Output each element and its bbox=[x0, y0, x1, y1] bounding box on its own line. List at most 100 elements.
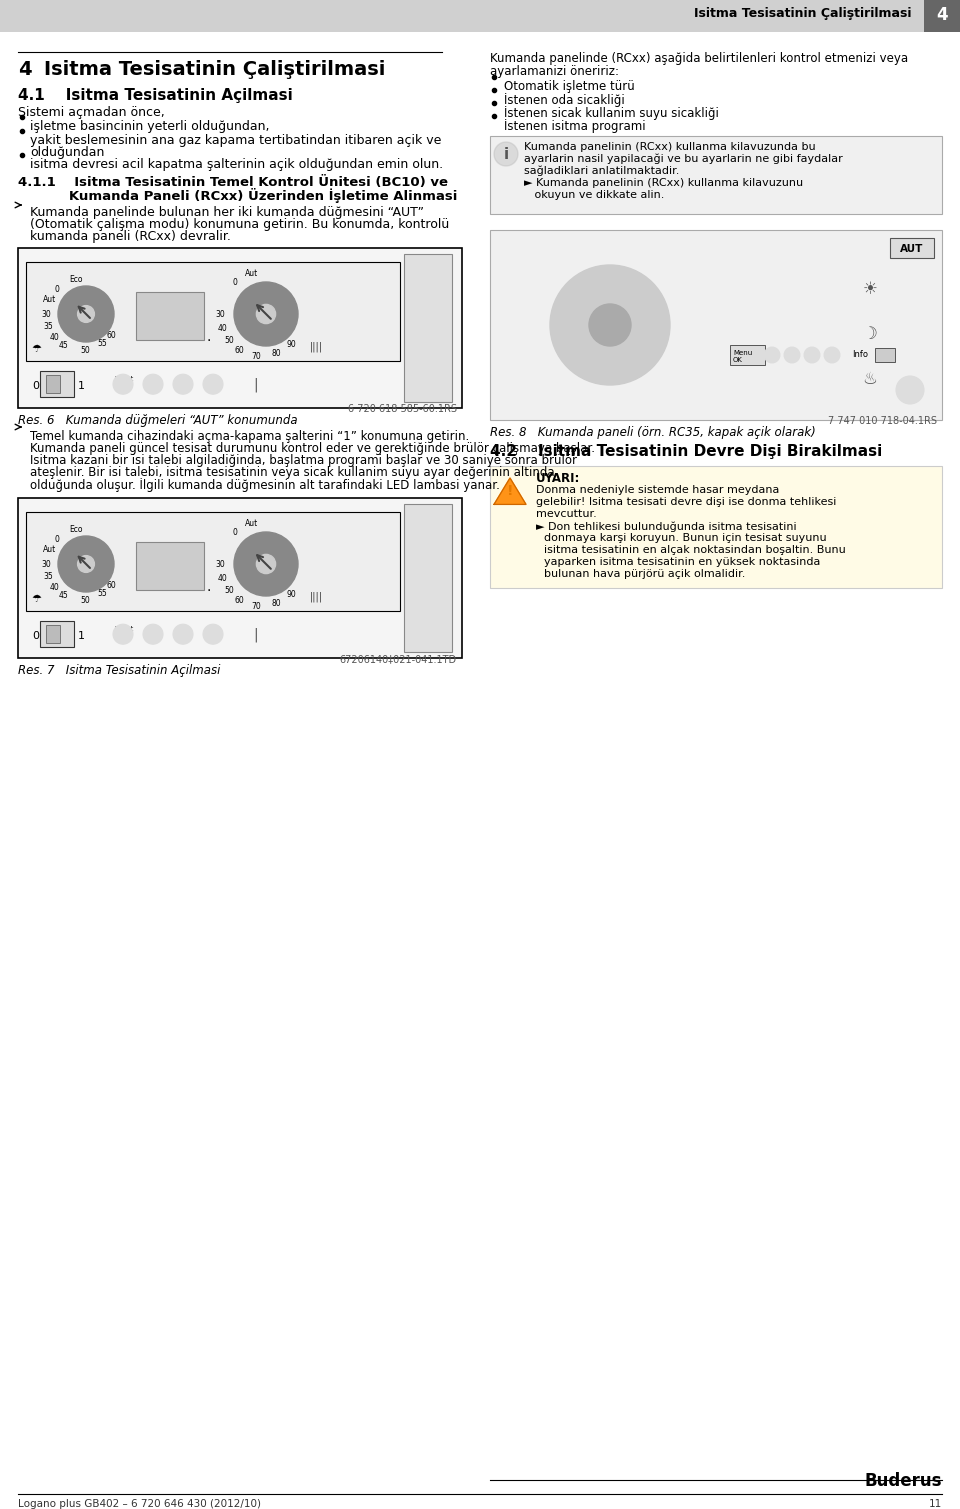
Text: 45: 45 bbox=[60, 341, 69, 350]
Text: ♨: ♨ bbox=[863, 370, 877, 388]
Text: bulunan hava pürjörü açik olmalidir.: bulunan hava pürjörü açik olmalidir. bbox=[544, 569, 745, 579]
Text: .: . bbox=[206, 330, 210, 344]
Text: 35: 35 bbox=[43, 572, 53, 581]
Circle shape bbox=[764, 347, 780, 364]
Circle shape bbox=[234, 282, 298, 346]
Text: UYARI:: UYARI: bbox=[536, 472, 581, 484]
Text: Res. 8   Kumanda paneli (örn. RC35, kapak açik olarak): Res. 8 Kumanda paneli (örn. RC35, kapak … bbox=[490, 426, 816, 439]
Bar bbox=[136, 542, 204, 590]
Text: 0: 0 bbox=[232, 278, 237, 287]
Text: Donma nedeniyle sistemde hasar meydana: Donma nedeniyle sistemde hasar meydana bbox=[536, 484, 780, 495]
Text: (Otomatik çalişma modu) konumuna getirin. Bu konumda, kontrolü: (Otomatik çalişma modu) konumuna getirin… bbox=[30, 217, 449, 231]
Circle shape bbox=[203, 625, 223, 644]
Text: sağladiklari anlatilmaktadir.: sağladiklari anlatilmaktadir. bbox=[524, 166, 680, 177]
Bar bbox=[46, 625, 60, 643]
Text: 55: 55 bbox=[98, 340, 108, 349]
Text: 0: 0 bbox=[54, 534, 59, 543]
Bar bbox=[490, 466, 942, 589]
Circle shape bbox=[494, 142, 518, 166]
Bar bbox=[404, 504, 452, 652]
Polygon shape bbox=[494, 478, 526, 504]
Text: Isitma Tesisatinin Çaliştirilmasi: Isitma Tesisatinin Çaliştirilmasi bbox=[44, 60, 385, 78]
Text: 30: 30 bbox=[215, 309, 225, 318]
Text: yakit beslemesinin ana gaz kapama tertibatindan itibaren açik ve: yakit beslemesinin ana gaz kapama tertib… bbox=[30, 134, 442, 146]
Text: İstenen sicak kullanim suyu sicakliği: İstenen sicak kullanim suyu sicakliği bbox=[504, 106, 719, 121]
Text: Sistemi açmadan önce,: Sistemi açmadan önce, bbox=[18, 106, 165, 119]
Text: 70: 70 bbox=[252, 352, 261, 361]
Text: 80: 80 bbox=[272, 599, 281, 608]
Text: ☽: ☽ bbox=[863, 324, 877, 343]
Text: 35: 35 bbox=[43, 323, 53, 332]
Bar bbox=[875, 349, 895, 362]
Text: 8: 8 bbox=[163, 297, 179, 318]
Text: 1: 1 bbox=[78, 382, 85, 391]
Text: 4.1.1    Isitma Tesisatinin Temel Kontrol Ünitesi (BC10) ve: 4.1.1 Isitma Tesisatinin Temel Kontrol Ü… bbox=[18, 177, 448, 189]
Text: Aut: Aut bbox=[245, 519, 257, 528]
Text: 4: 4 bbox=[18, 60, 32, 78]
Text: ateşlenir. Bir isi talebi, isitma tesisatinin veya sicak kullanim suyu ayar değe: ateşlenir. Bir isi talebi, isitma tesisa… bbox=[30, 466, 555, 478]
Circle shape bbox=[58, 536, 114, 592]
Bar bbox=[40, 371, 74, 397]
Text: AUT: AUT bbox=[900, 244, 924, 254]
Text: 0: 0 bbox=[232, 528, 237, 537]
Text: işletme basincinin yeterli olduğundan,: işletme basincinin yeterli olduğundan, bbox=[30, 121, 270, 133]
Text: 40: 40 bbox=[50, 582, 60, 592]
Text: Aut: Aut bbox=[43, 294, 56, 303]
Text: ☂: ☂ bbox=[31, 595, 41, 604]
Circle shape bbox=[589, 303, 631, 346]
Bar bbox=[26, 263, 400, 361]
Text: 40: 40 bbox=[218, 575, 228, 584]
Text: 30: 30 bbox=[215, 560, 225, 569]
Text: gelebilir! Isitma tesisati devre dişi ise donma tehlikesi: gelebilir! Isitma tesisati devre dişi is… bbox=[536, 496, 836, 507]
Text: ► Don tehlikesi bulunduğunda isitma tesisatini: ► Don tehlikesi bulunduğunda isitma tesi… bbox=[536, 521, 797, 531]
Bar bbox=[18, 498, 462, 658]
Text: Kumanda Paneli (RCxx) Üzerinden İşletime Alinmasi: Kumanda Paneli (RCxx) Üzerinden İşletime… bbox=[18, 189, 457, 204]
Circle shape bbox=[143, 625, 163, 644]
Text: 0: 0 bbox=[32, 631, 39, 641]
Text: 55: 55 bbox=[98, 590, 108, 599]
Text: 80: 80 bbox=[272, 350, 281, 359]
Circle shape bbox=[203, 374, 223, 394]
Text: kumanda paneli (RCxx) devralir.: kumanda paneli (RCxx) devralir. bbox=[30, 229, 230, 243]
Text: 8: 8 bbox=[142, 297, 157, 318]
Text: Eco: Eco bbox=[69, 525, 83, 534]
Circle shape bbox=[78, 555, 94, 572]
Text: !: ! bbox=[507, 484, 514, 498]
Text: isitma devresi acil kapatma şalterinin açik olduğundan emin olun.: isitma devresi acil kapatma şalterinin a… bbox=[30, 158, 444, 171]
Text: 0: 0 bbox=[32, 382, 39, 391]
Text: Kumanda panelinde bulunan her iki kumanda düğmesini “AUT”: Kumanda panelinde bulunan her iki kumand… bbox=[30, 207, 424, 219]
Text: 50: 50 bbox=[224, 337, 234, 346]
Bar bbox=[136, 293, 204, 340]
Text: Menu
OK: Menu OK bbox=[733, 350, 753, 364]
Text: 90: 90 bbox=[287, 340, 297, 349]
Circle shape bbox=[113, 374, 133, 394]
Text: 4.2    Isitma Tesisatinin Devre Dişi Birakilmasi: 4.2 Isitma Tesisatinin Devre Dişi Biraki… bbox=[490, 444, 882, 459]
Text: Info: Info bbox=[852, 350, 868, 359]
Text: |: | bbox=[253, 628, 257, 641]
Bar bbox=[26, 512, 400, 611]
Text: 45: 45 bbox=[60, 592, 69, 601]
Text: 11: 11 bbox=[928, 1498, 942, 1509]
Circle shape bbox=[256, 554, 276, 573]
Text: Reset: Reset bbox=[114, 376, 133, 382]
Text: 8: 8 bbox=[142, 548, 157, 567]
Text: olduğundan: olduğundan bbox=[30, 146, 105, 158]
Text: İstenen isitma programi: İstenen isitma programi bbox=[504, 119, 646, 133]
Text: Otomatik işletme türü: Otomatik işletme türü bbox=[504, 80, 635, 94]
Circle shape bbox=[173, 625, 193, 644]
Text: Buderus: Buderus bbox=[865, 1471, 942, 1489]
Text: Aut: Aut bbox=[43, 545, 56, 554]
Text: i: i bbox=[503, 146, 509, 161]
Text: Temel kumanda cihazindaki açma-kapama şalterini “1” konumuna getirin.: Temel kumanda cihazindaki açma-kapama şa… bbox=[30, 430, 469, 444]
Bar bbox=[490, 229, 942, 420]
Text: 40: 40 bbox=[50, 333, 60, 343]
Text: Kumanda paneli güncel tesisat durumunu kontrol eder ve gerektiğinde brülör çaliş: Kumanda paneli güncel tesisat durumunu k… bbox=[30, 442, 595, 456]
Text: ayarlarin nasil yapilacaği ve bu ayarlarin ne gibi faydalar: ayarlarin nasil yapilacaği ve bu ayarlar… bbox=[524, 154, 843, 164]
Text: 0: 0 bbox=[54, 285, 59, 294]
Bar bbox=[46, 376, 60, 394]
Circle shape bbox=[78, 306, 94, 323]
Text: 4: 4 bbox=[936, 6, 948, 24]
Text: ayarlamanizi öneririz:: ayarlamanizi öneririz: bbox=[490, 65, 619, 78]
Text: Res. 7   Isitma Tesisatinin Açilmasi: Res. 7 Isitma Tesisatinin Açilmasi bbox=[18, 664, 221, 678]
Text: Res. 6   Kumanda düğmeleri “AUT” konumunda: Res. 6 Kumanda düğmeleri “AUT” konumunda bbox=[18, 413, 298, 427]
